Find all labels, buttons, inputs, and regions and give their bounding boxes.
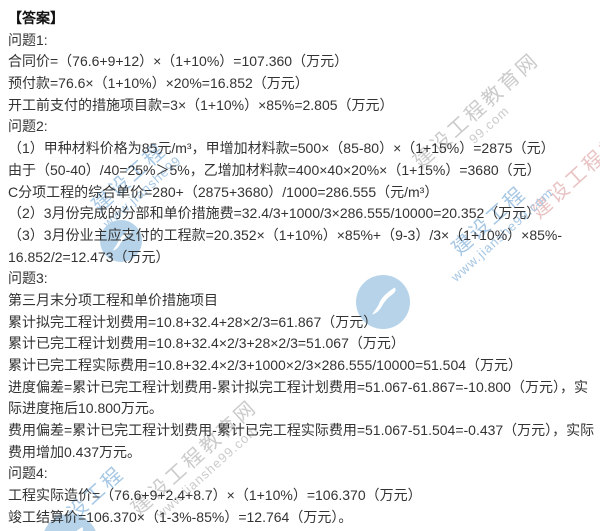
question-4-label: 问题4: <box>8 465 48 482</box>
answer-line-unit-price-c: C分项工程的综合单价=280+（2875+3680）/1000=286.555（… <box>8 183 439 200</box>
answer-line-acwp: 累计已完工程实际费用=10.8+32.4×2/3+1000×2/3×286.55… <box>8 357 523 373</box>
answer-line-march-cost: （2）3月份完成的分部和单价措施费=32.4/3+1000/3×286.555/… <box>8 205 541 222</box>
answer-line-month3-scope: 第三月末分项工程和单价措施项目 <box>8 291 218 308</box>
question-1-label: 问题1: <box>8 31 48 48</box>
answer-line-bcws: 累计拟完工程计划费用=10.8+32.4+28×2/3=61.867（万元） <box>8 313 378 330</box>
answer-line-advance-payment: 预付款=76.6×（1+10%）×20%=16.852（万元） <box>8 75 309 92</box>
answer-line-march-payment-cont: 16.852/2=12.473（万元） <box>8 248 170 265</box>
question-2-label: 问题2: <box>8 118 48 135</box>
answer-line-actual-cost: 工程实际造价=（76.6+9+2.4+8.7）×（1+10%）=106.370（… <box>8 487 422 504</box>
question-3-label: 问题3: <box>8 270 48 287</box>
answer-line-material-b: 由于（50-40）/40=25%＞5%，乙增加材料款=400×40×20%×（1… <box>8 161 541 178</box>
answer-line-material-a: （1）甲种材料价格为85元/m³，甲增加材料款=500×（85-80）×（1+1… <box>8 140 555 157</box>
answer-line-schedule-variance-cont: 际进度拖后10.800万元。 <box>8 400 163 417</box>
answer-line-cost-variance: 费用偏差=累计已完工程计划费用-累计已完工程实际费用=51.067-51.504… <box>8 422 595 439</box>
answer-line-settlement-price: 竣工结算价=106.370×（1-3%-85%）=12.764（万元）。 <box>8 508 353 525</box>
answer-heading: 【答案】 <box>8 10 64 26</box>
answer-line-march-payment: （3）3月份业主应支付的工程款=20.352×（1+10%）×85%+（9-3）… <box>8 226 563 243</box>
answer-line-contract-price: 合同价=（76.6+9+12）×（1+10%）=107.360（万元） <box>8 53 349 70</box>
answer-line-schedule-variance: 进度偏差=累计已完工程计划费用-累计拟完工程计划费用=51.067-61.867… <box>8 378 588 395</box>
answer-line-bcwp: 累计已完工程计划费用=10.8+32.4×2/3+28×2/3=51.067（万… <box>8 335 405 352</box>
answer-line-cost-variance-cont: 费用增加0.437万元。 <box>8 443 142 460</box>
answer-line-measure-payment: 开工前支付的措施项目款=3×（1+10%）×85%=2.805（万元） <box>8 96 394 113</box>
